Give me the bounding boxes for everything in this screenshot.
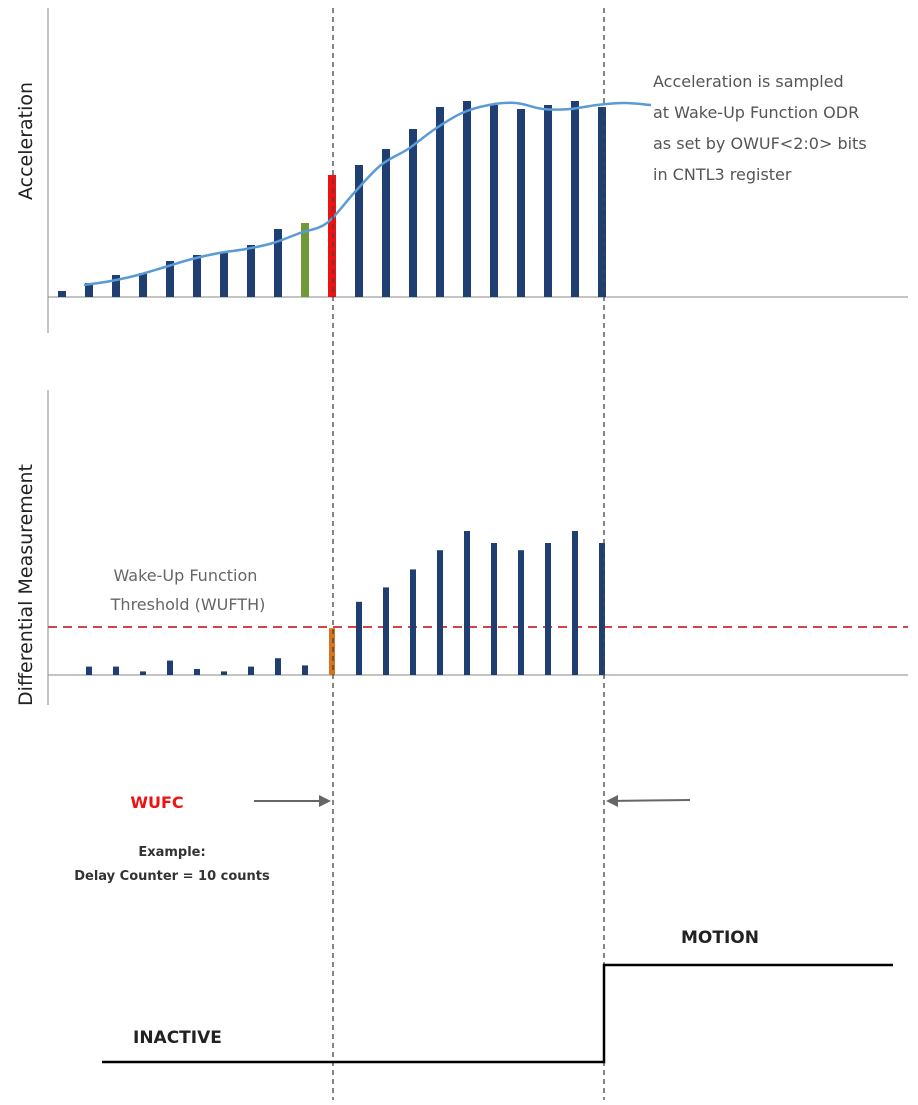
acceleration-bar [85, 283, 93, 297]
motion-label: MOTION [681, 928, 759, 948]
wufc-label: WUFC [130, 793, 183, 812]
state-waveform: INACTIVE MOTION [102, 928, 893, 1064]
inactive-label: INACTIVE [133, 1028, 222, 1048]
acceleration-bar [274, 229, 282, 297]
acceleration-bar [355, 165, 363, 297]
acceleration-panel: Acceleration Acceleration is sampled at … [15, 8, 908, 333]
differential-bar [194, 669, 200, 675]
arrow-left-icon [606, 795, 618, 807]
differential-bar [167, 660, 173, 675]
acceleration-bar [544, 105, 552, 297]
acceleration-bar [598, 107, 606, 297]
example-title: Example: [138, 845, 205, 860]
wufc-arrow-right [607, 799, 691, 802]
differential-bar [383, 587, 389, 675]
acceleration-note-line: as set by OWUF<2:0> bits [653, 134, 867, 153]
acceleration-bar [247, 245, 255, 297]
differential-bar [599, 543, 605, 675]
acceleration-bar [112, 275, 120, 297]
differential-bar [329, 628, 335, 675]
acceleration-bar [490, 105, 498, 297]
acceleration-bar [463, 101, 471, 297]
acceleration-bar [166, 261, 174, 297]
threshold-label-line: Threshold (WUFTH) [110, 595, 266, 614]
differential-panel: Differential Measurement Wake-Up Functio… [15, 390, 908, 706]
acceleration-note-line: Acceleration is sampled [653, 72, 844, 91]
differential-bar [302, 665, 308, 675]
differential-bar [545, 543, 551, 675]
acceleration-bar [517, 109, 525, 297]
acceleration-bar [301, 223, 309, 297]
differential-bar [437, 550, 443, 675]
differential-bar [248, 666, 254, 675]
threshold-label-line: Wake-Up Function [113, 566, 257, 585]
acceleration-bar [571, 101, 579, 297]
acceleration-bar [409, 129, 417, 297]
differential-bar [221, 671, 227, 675]
differential-bar [86, 666, 92, 675]
differential-bar [113, 666, 119, 675]
wufc-annotation: WUFC Example: Delay Counter = 10 counts [74, 793, 691, 884]
threshold-label: Wake-Up Function Threshold (WUFTH) [110, 566, 266, 614]
acceleration-bar [436, 107, 444, 297]
acceleration-bar [139, 273, 147, 297]
acceleration-bars [58, 101, 606, 297]
state-signal [102, 963, 893, 1064]
differential-bar [140, 671, 146, 675]
acceleration-bar [193, 255, 201, 297]
differential-bar [356, 601, 362, 675]
differential-bar [410, 569, 416, 675]
acceleration-axis-title: Acceleration [15, 82, 37, 200]
differential-bar [518, 550, 524, 675]
acceleration-bar [220, 253, 228, 297]
acceleration-bar [328, 175, 336, 297]
example-text: Delay Counter = 10 counts [74, 869, 270, 884]
arrow-right-icon [319, 795, 331, 807]
acceleration-bar [58, 291, 66, 297]
differential-bar [464, 531, 470, 675]
differential-bar [572, 531, 578, 675]
differential-bar [491, 543, 497, 675]
acceleration-note-line: in CNTL3 register [653, 165, 792, 184]
acceleration-bar [382, 149, 390, 297]
acceleration-note-line: at Wake-Up Function ODR [653, 103, 859, 122]
differential-axis-title: Differential Measurement [15, 464, 37, 706]
differential-bar [275, 658, 281, 675]
acceleration-note: Acceleration is sampled at Wake-Up Funct… [653, 72, 872, 184]
acceleration-curve [83, 101, 652, 287]
differential-bars [86, 531, 605, 675]
